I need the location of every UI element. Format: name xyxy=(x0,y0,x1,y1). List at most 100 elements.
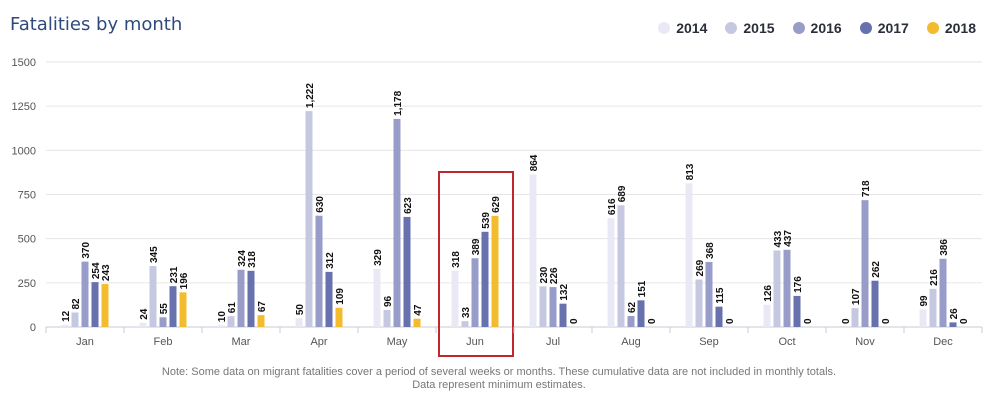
bar xyxy=(919,309,927,327)
legend-label: 2015 xyxy=(743,20,775,36)
bar xyxy=(929,288,937,327)
data-label: 55 xyxy=(159,303,170,315)
bar xyxy=(939,258,947,327)
x-tick-label: May xyxy=(387,336,408,348)
data-label: 243 xyxy=(101,264,112,281)
data-label: 33 xyxy=(461,307,472,319)
bar xyxy=(861,200,869,327)
data-label: 437 xyxy=(783,230,794,247)
data-label: 10 xyxy=(217,311,228,323)
bar xyxy=(481,231,489,327)
bar xyxy=(949,322,957,327)
y-tick-label: 250 xyxy=(18,278,36,290)
legend-swatch xyxy=(859,22,872,34)
data-label: 368 xyxy=(705,242,716,259)
data-label: 433 xyxy=(773,230,784,247)
bar xyxy=(559,303,567,327)
x-tick-label: Aug xyxy=(621,336,641,348)
data-label: 226 xyxy=(549,267,560,284)
bar xyxy=(617,205,625,327)
bar xyxy=(101,284,109,327)
data-label: 230 xyxy=(539,266,550,283)
x-tick-label: Jul xyxy=(546,336,560,348)
y-tick-label: 0 xyxy=(30,322,36,334)
bar xyxy=(179,292,187,327)
data-label: 689 xyxy=(617,185,628,202)
legend: 2014 2015 2016 2017 2018 xyxy=(658,20,976,36)
data-label: 99 xyxy=(919,295,930,307)
data-label: 329 xyxy=(373,249,384,266)
legend-item-2016[interactable]: 2016 xyxy=(792,20,842,36)
data-label: 50 xyxy=(295,304,306,316)
chart-title: Fatalities by month xyxy=(10,14,183,35)
data-label: 254 xyxy=(91,262,102,279)
bar xyxy=(851,308,859,327)
data-label: 126 xyxy=(763,285,774,302)
bar xyxy=(149,266,157,327)
x-tick-label: Dec xyxy=(933,336,953,348)
note-line-2: Data represent minimum estimates. xyxy=(412,379,586,391)
bar xyxy=(529,174,537,327)
bar xyxy=(715,306,723,327)
data-label: 196 xyxy=(179,272,190,289)
bar xyxy=(491,215,499,327)
data-label: 1,222 xyxy=(305,83,316,108)
data-label: 629 xyxy=(491,196,502,213)
data-label: 616 xyxy=(607,198,618,215)
bar xyxy=(783,249,791,327)
y-tick-label: 1500 xyxy=(12,57,36,69)
bar xyxy=(451,270,459,327)
bar xyxy=(471,258,479,327)
legend-swatch xyxy=(725,22,738,34)
data-label: 1,178 xyxy=(393,90,404,115)
data-label: 115 xyxy=(715,287,726,304)
bar xyxy=(315,215,323,327)
chart-note: Note: Some data on migrant fatalities co… xyxy=(0,366,998,392)
bar xyxy=(139,322,147,327)
legend-label: 2016 xyxy=(810,20,842,36)
bar xyxy=(695,279,703,327)
data-label: 539 xyxy=(481,212,492,229)
data-label: 12 xyxy=(61,310,72,322)
x-tick-label: Jun xyxy=(466,336,484,348)
data-label: 389 xyxy=(471,238,482,255)
data-label: 67 xyxy=(257,301,268,313)
legend-swatch xyxy=(926,22,939,34)
legend-item-2017[interactable]: 2017 xyxy=(859,20,909,36)
legend-item-2014[interactable]: 2014 xyxy=(658,20,707,36)
data-label: 269 xyxy=(695,259,706,276)
data-label: 132 xyxy=(559,284,570,301)
bar xyxy=(305,111,313,327)
bar xyxy=(325,271,333,327)
bar xyxy=(217,325,225,327)
data-label: 0 xyxy=(803,318,814,324)
y-tick-label: 1000 xyxy=(12,145,36,157)
bar xyxy=(549,287,557,327)
data-label: 318 xyxy=(451,251,462,268)
highlight-box xyxy=(438,171,514,357)
bar xyxy=(413,318,421,327)
x-tick-label: Jan xyxy=(76,336,94,348)
y-tick-label: 1250 xyxy=(12,101,36,113)
data-label: 151 xyxy=(637,280,648,297)
data-label: 345 xyxy=(149,246,160,263)
y-tick-label: 500 xyxy=(18,234,36,246)
bar xyxy=(159,317,167,327)
data-label: 262 xyxy=(871,261,882,278)
bar xyxy=(61,324,69,327)
legend-item-2018[interactable]: 2018 xyxy=(926,20,976,36)
bar xyxy=(237,269,245,327)
bar xyxy=(383,310,391,327)
bar xyxy=(91,282,99,327)
data-label: 623 xyxy=(403,197,414,214)
bar xyxy=(871,280,879,327)
bar xyxy=(539,286,547,327)
x-tick-label: Feb xyxy=(154,336,173,348)
x-tick-label: Mar xyxy=(232,336,251,348)
legend-item-2015[interactable]: 2015 xyxy=(725,20,775,36)
bar xyxy=(227,316,235,327)
y-tick-label: 750 xyxy=(18,190,36,202)
bar xyxy=(705,261,713,327)
bar xyxy=(627,316,635,327)
